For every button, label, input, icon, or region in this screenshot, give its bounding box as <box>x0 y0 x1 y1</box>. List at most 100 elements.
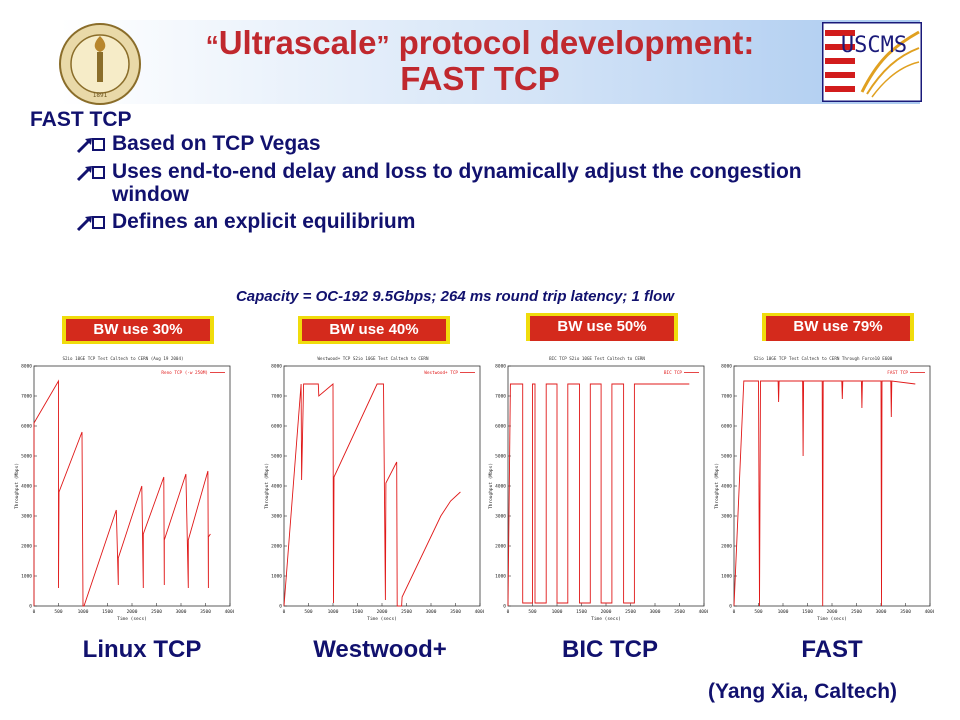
title-band <box>60 20 920 104</box>
x-tick-label: 4000 <box>475 609 484 615</box>
plot-background <box>12 352 234 624</box>
section-heading: FAST TCP <box>30 108 132 131</box>
x-tick-label: 500 <box>54 609 62 615</box>
throughput-series-line <box>33 379 211 607</box>
y-tick-label: 7000 <box>271 394 282 400</box>
bullet-item-3: Defines an explicit equilibrium <box>76 210 882 233</box>
x-tick-label: 2000 <box>601 609 612 615</box>
y-tick-label: 4000 <box>721 484 732 490</box>
capacity-caption: Capacity = OC-192 9.5Gbps; 264 ms round … <box>235 288 675 305</box>
legend-label: Westwood+ TCP <box>424 370 458 376</box>
quote-close: ” <box>376 30 390 60</box>
plot-background <box>486 352 708 624</box>
x-tick-label: 500 <box>754 609 762 615</box>
y-tick-label: 8000 <box>21 364 32 370</box>
uscms-text: USCMS <box>841 33 907 58</box>
x-tick-label: 0 <box>283 609 286 615</box>
x-tick-label: 500 <box>528 609 536 615</box>
bw-badge-westwood-text: BW use 40% <box>302 319 446 341</box>
bw-badge-linux-text: BW use 30% <box>66 319 210 341</box>
y-axis-label: Throughput (Mbps) <box>264 463 270 509</box>
throughput-series-line <box>733 380 916 607</box>
bw-badge-westwood: BW use 40% <box>298 316 450 344</box>
x-tick-label: 3000 <box>876 609 887 615</box>
x-tick-label: 1500 <box>102 609 113 615</box>
y-tick-label: 2000 <box>271 544 282 550</box>
x-tick-label: 3000 <box>650 609 661 615</box>
x-tick-label: 3000 <box>426 609 437 615</box>
y-axis-label: Throughput (Mbps) <box>488 463 494 509</box>
x-tick-label: 2500 <box>625 609 636 615</box>
x-axis-label: Time (secs) <box>117 616 147 622</box>
y-tick-label: 5000 <box>721 454 732 460</box>
plot-linux-tcp: S2io 10GE TCP Test Caltech to CERN (Aug … <box>12 352 234 624</box>
label-bic-tcp: BIC TCP <box>562 636 658 663</box>
arrow-bullet-icon <box>76 216 105 232</box>
y-tick-label: 0 <box>279 604 282 610</box>
y-tick-label: 0 <box>503 604 506 610</box>
plot-title: BIC TCP S2io 10GE Test Caltech to CERN <box>549 356 645 361</box>
y-axis-label: Throughput (Mbps) <box>14 463 20 509</box>
y-tick-label: 4000 <box>271 484 282 490</box>
plot-title: S2io 10GE TCP Test Caltech to CERN (Aug … <box>62 356 183 361</box>
arrow-bullet-icon <box>76 166 105 182</box>
plot-bic-tcp: BIC TCP S2io 10GE Test Caltech to CERN 0 1… <box>486 352 708 624</box>
y-tick-label: 5000 <box>495 454 506 460</box>
bullet-item-2: Uses end-to-end delay and loss to dynami… <box>76 160 882 206</box>
y-tick-label: 5000 <box>271 454 282 460</box>
x-tick-label: 2000 <box>377 609 388 615</box>
caltech-seal-logo: 1891 <box>59 23 141 105</box>
y-tick-label: 3000 <box>271 514 282 520</box>
x-tick-label: 1000 <box>552 609 563 615</box>
label-linux-tcp: Linux TCP <box>82 636 202 663</box>
y-tick-label: 6000 <box>271 424 282 430</box>
x-tick-label: 3500 <box>450 609 461 615</box>
x-tick-label: 2000 <box>127 609 138 615</box>
y-tick-label: 4000 <box>495 484 506 490</box>
y-tick-label: 7000 <box>21 394 32 400</box>
plot-background <box>262 352 484 624</box>
plot-title: S2io 10GE TCP Test Caltech to CERN Throu… <box>754 356 893 361</box>
bullet-text-3: Defines an explicit equilibrium <box>112 210 416 233</box>
caltech-year: 1891 <box>93 92 108 99</box>
title-line-1: “Ultrascale” protocol development: <box>140 26 820 62</box>
x-tick-label: 2500 <box>401 609 412 615</box>
x-tick-label: 4000 <box>925 609 934 615</box>
y-tick-label: 5000 <box>21 454 32 460</box>
y-tick-label: 8000 <box>495 364 506 370</box>
x-tick-label: 0 <box>33 609 36 615</box>
x-tick-label: 2500 <box>151 609 162 615</box>
credit-text: (Yang Xia, Caltech) <box>708 680 898 703</box>
x-tick-label: 3000 <box>176 609 187 615</box>
plot-fast: S2io 10GE TCP Test Caltech to CERN Throu… <box>712 352 934 624</box>
plot-westwood: Westwood+ TCP S2io 10GE Test Caltech to … <box>262 352 484 624</box>
bw-badge-bic-text: BW use 50% <box>530 316 674 341</box>
label-westwood: Westwood+ <box>313 636 447 663</box>
y-axis-label: Throughput (Mbps) <box>714 463 720 509</box>
quote-open: “ <box>205 30 219 60</box>
x-tick-label: 4000 <box>225 609 234 615</box>
title-line1-rest: protocol development: <box>398 24 755 61</box>
x-tick-label: 2500 <box>851 609 862 615</box>
y-tick-label: 6000 <box>21 424 32 430</box>
x-tick-label: 1500 <box>576 609 587 615</box>
y-tick-label: 3000 <box>495 514 506 520</box>
bw-badge-fast: BW use 79% <box>762 313 914 341</box>
bw-badge-bic: BW use 50% <box>526 313 678 341</box>
bullet-item-1: Based on TCP Vegas <box>76 132 882 155</box>
y-tick-label: 8000 <box>721 364 732 370</box>
y-tick-label: 2000 <box>721 544 732 550</box>
y-tick-label: 0 <box>729 604 732 610</box>
y-tick-label: 7000 <box>495 394 506 400</box>
y-tick-label: 6000 <box>721 424 732 430</box>
x-tick-label: 1500 <box>802 609 813 615</box>
y-tick-label: 1000 <box>271 574 282 580</box>
throughput-series-line <box>507 383 690 607</box>
title-word-ultrascale: Ultrascale <box>218 24 377 61</box>
x-tick-label: 3500 <box>674 609 685 615</box>
x-axis-label: Time (secs) <box>367 616 397 622</box>
uscms-logo: USCMS <box>822 22 922 102</box>
x-axis-label: Time (secs) <box>817 616 847 622</box>
x-tick-label: 4000 <box>699 609 708 615</box>
y-tick-label: 3000 <box>721 514 732 520</box>
